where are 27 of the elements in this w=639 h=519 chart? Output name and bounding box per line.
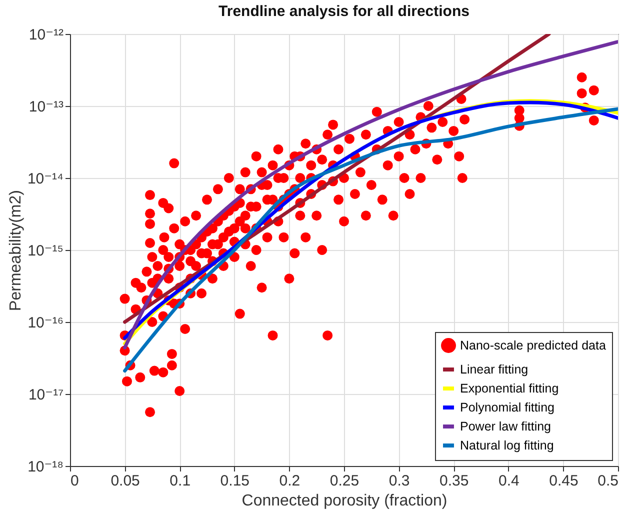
y-tick-label: 10⁻¹⁶ [28,314,64,332]
y-tick-label: 10⁻¹⁷ [28,386,64,404]
y-axis-title: Permeability(m2) [7,190,24,311]
legend-label: Polynomial fitting [460,400,555,414]
y-tick-label: 10⁻¹⁸ [28,458,64,476]
chart-title: Trendline analysis for all directions [218,3,470,20]
x-tick-label: 0 [70,472,79,490]
legend-label: Exponential fitting [460,382,559,396]
x-tick-label: 0.5 [598,472,618,490]
x-tick-label: 0.05 [110,472,140,490]
x-tick-label: 0.2 [279,472,300,490]
x-tick-label: 0.25 [330,472,360,490]
x-tick-label: 0.4 [498,472,520,490]
legend-label: Natural log fitting [460,438,554,452]
x-tick-label: 0.35 [440,472,469,490]
y-tick-label: 10⁻¹⁴ [27,170,64,188]
y-tick-label: 10⁻¹⁵ [28,242,64,260]
y-tick-label: 10⁻¹³ [28,98,64,116]
x-tick-label: 0.1 [170,472,191,490]
x-tick-label: 0.45 [549,472,578,490]
legend-label: Linear fitting [460,362,528,376]
legend-label: Nano-scale predicted data [460,338,606,352]
x-tick-label: 0.3 [388,472,410,490]
legend-label: Power law fitting [460,420,552,434]
x-axis-title: Connected porosity (fraction) [242,492,448,510]
y-tick-label: 10⁻¹² [28,26,64,44]
x-tick-label: 0.15 [220,472,250,490]
